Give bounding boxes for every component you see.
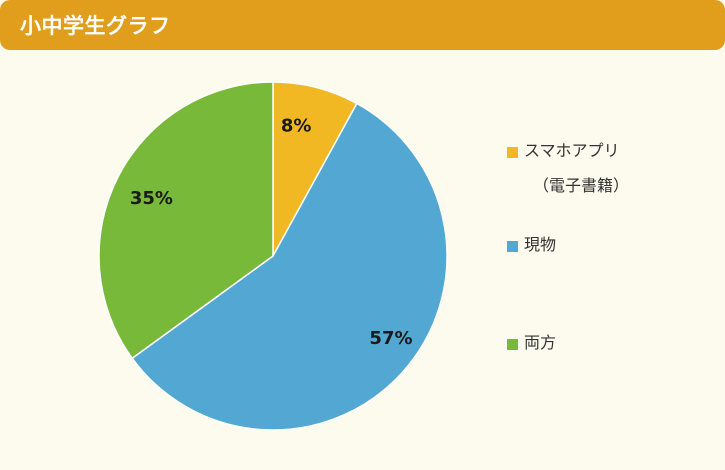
legend-sublabel-ebook: （電子書籍） — [533, 176, 630, 195]
pie-label-both: 35% — [130, 188, 173, 209]
legend-swatch-smartphone-app — [507, 147, 518, 158]
legend-label-physical: 現物 — [524, 235, 557, 254]
pie-slice-both — [98, 81, 274, 360]
legend-swatch-both — [507, 339, 518, 350]
pie-slice-physical — [131, 102, 448, 431]
legend-swatch-physical — [507, 241, 518, 252]
chart-header: 小中学生グラフ — [0, 0, 725, 50]
legend-label-both: 両方 — [524, 333, 557, 352]
pie-label-smartphone-app: 8% — [281, 116, 312, 137]
chart-title: 小中学生グラフ — [20, 14, 171, 38]
legend-label-smartphone-app: スマホアプリ — [524, 141, 620, 160]
pie-label-physical: 57% — [369, 328, 412, 349]
